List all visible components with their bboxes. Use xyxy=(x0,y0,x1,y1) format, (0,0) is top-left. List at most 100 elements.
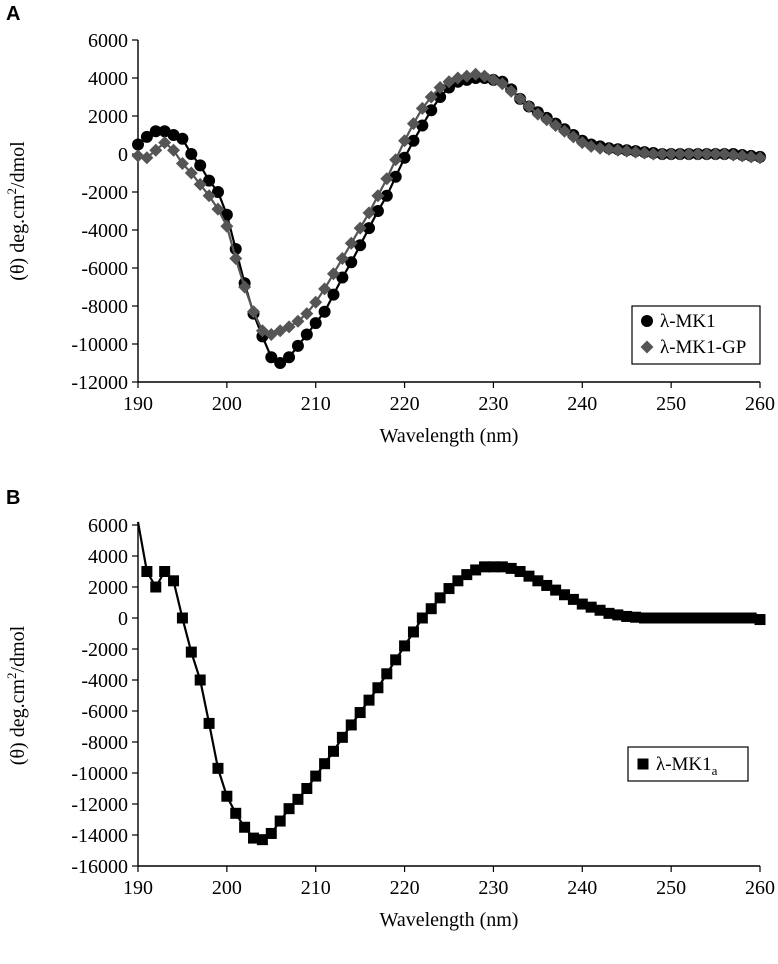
panel-a-data-point xyxy=(593,141,607,155)
panel-b-data-point xyxy=(683,612,695,624)
panel-b-data-point xyxy=(301,783,313,794)
panel-b-legend-marker xyxy=(637,758,649,770)
panel-a-y-tick-label: -10000 xyxy=(71,334,128,356)
panel-b-data-point xyxy=(567,593,579,605)
panel-b-data-point xyxy=(159,566,171,577)
panel-b-data-point xyxy=(150,581,162,593)
panel-a-data-point xyxy=(203,174,216,187)
panel-b-data-point xyxy=(576,598,588,610)
panel-b-data-point xyxy=(692,612,704,624)
panel-a-y-tick-label: 6000 xyxy=(88,30,128,52)
panel-b-data-point xyxy=(585,601,597,613)
panel-a-legend-label-main: λ-MK1-GP xyxy=(660,337,746,358)
panel-a-data-point xyxy=(558,124,572,138)
panel-a-data-point xyxy=(353,221,367,235)
panel-b-data-point xyxy=(416,612,428,624)
panel-a-data-point xyxy=(584,139,598,153)
panel-b-data-point xyxy=(283,803,295,815)
panel-b-x-axis-title: Wavelength (nm) xyxy=(380,909,519,931)
panel-a-data-point xyxy=(620,144,634,158)
panel-b-data-point xyxy=(203,717,215,729)
panel-b-y-tick-label: -10000 xyxy=(71,763,128,785)
panel-b-data-point xyxy=(256,834,268,846)
panel-a-data-point xyxy=(424,90,438,104)
panel-b-data-point xyxy=(479,561,491,573)
panel-b-y-axis-title-superscript: 2 xyxy=(4,672,19,679)
panel-a-data-point xyxy=(274,357,287,369)
panel-b-data-point xyxy=(381,668,393,680)
panel-b-legend-label: λ-MK1a xyxy=(656,754,718,778)
panel-a-data-point xyxy=(380,172,394,186)
panel-b-data-point xyxy=(656,612,668,624)
panel-b-data-point xyxy=(496,561,508,573)
chart-panel-b: 6000 4000 2000 0 -2000 -4000 -6000 -8000 -10000 -… xyxy=(4,515,775,931)
panel-a-data-point xyxy=(744,150,758,164)
panel-b-data-point xyxy=(514,566,526,577)
panel-a-x-tick-label: 230 xyxy=(478,393,508,415)
panel-a-data-point xyxy=(140,130,153,143)
panel-b-data-point xyxy=(327,745,339,757)
panel-b-data-point xyxy=(674,612,686,624)
panel-b-data-point xyxy=(710,612,722,624)
panel-a-x-tick-label: 190 xyxy=(123,393,153,415)
panel-a-data-point xyxy=(664,147,678,161)
panel-a-y-axis-title-part: (θ) deg.cm xyxy=(7,194,29,281)
panel-a-data-point xyxy=(336,271,349,284)
panel-a-data-point xyxy=(398,151,411,164)
panel-a-y-tick-label: -4000 xyxy=(81,220,128,242)
panel-a-data-point xyxy=(371,205,384,217)
panel-b-y-axis-title: (θ) deg.cm2/dmol xyxy=(4,625,29,765)
panel-b-data-point xyxy=(425,603,437,615)
panel-a-x-tick-label: 250 xyxy=(656,393,686,415)
panel-a-legend: λ-MK1 λ-MK1-GP xyxy=(631,305,761,365)
panel-a-legend-label: λ-MK1-GP xyxy=(660,337,746,358)
panel-a-data-point xyxy=(655,147,669,161)
panel-a-data-point xyxy=(415,101,429,115)
panel-b-data-point xyxy=(310,770,322,782)
panel-a-data-point xyxy=(176,132,189,145)
panel-a-data-point xyxy=(637,146,651,160)
panel-a-y-tick-label: -6000 xyxy=(81,258,128,280)
panel-b-data-point xyxy=(754,614,766,626)
panel-a-data-point xyxy=(673,147,687,161)
panel-b-data-point xyxy=(185,646,197,658)
panel-a-letter: A xyxy=(6,3,20,25)
panel-a-data-point xyxy=(646,147,660,161)
panel-a-data-point xyxy=(344,236,358,250)
panel-b-data-point xyxy=(523,570,535,582)
panel-a-x-tick-label: 200 xyxy=(212,393,242,415)
panel-a-data-point xyxy=(416,119,429,132)
panel-b-data-point xyxy=(248,832,260,844)
panel-b-data-point xyxy=(212,762,224,774)
panel-a-data-point xyxy=(566,130,580,144)
panel-a-data-point xyxy=(283,351,296,364)
panel-a-data-point xyxy=(380,189,393,202)
panel-a-y-tick-label: -8000 xyxy=(81,296,128,318)
panel-a-data-point xyxy=(629,145,643,159)
panel-a-y-axis-title-superscript: 2 xyxy=(4,188,19,195)
panel-a-data-point xyxy=(175,157,189,170)
chart-panel-a: 6000 4000 2000 0 -2000 -4000 -6000 -8000 -10000 -… xyxy=(4,30,775,447)
panel-a-data-point xyxy=(700,147,714,161)
panel-b-y-tick-label: -6000 xyxy=(81,701,128,723)
panel-a-data-point xyxy=(149,125,162,138)
panel-b-data-point xyxy=(176,612,188,624)
panel-b-data-point xyxy=(647,612,659,624)
panel-a-data-point xyxy=(611,143,625,157)
panel-b-data-point xyxy=(727,612,739,624)
panel-b-y-tick-label: 0 xyxy=(118,608,128,630)
panel-b-letter: B xyxy=(6,487,20,509)
panel-a-data-point xyxy=(709,147,723,161)
panel-a-x-axis-title: Wavelength (nm) xyxy=(380,425,519,447)
panel-a-data-point xyxy=(158,136,172,150)
panel-b-y-tick-label: -14000 xyxy=(71,825,128,847)
panel-b-data-point xyxy=(559,589,571,601)
panel-b-data-point xyxy=(665,612,677,624)
panel-a-data-point xyxy=(140,151,154,165)
panel-b-data-point xyxy=(319,758,331,770)
panel-b-data-point xyxy=(372,682,384,694)
panel-b-data-point xyxy=(443,583,455,595)
panel-b-data-point xyxy=(194,674,206,686)
panel-a-y-tick-label: 4000 xyxy=(88,68,128,90)
panel-b-y-tick-label: -2000 xyxy=(81,639,128,661)
